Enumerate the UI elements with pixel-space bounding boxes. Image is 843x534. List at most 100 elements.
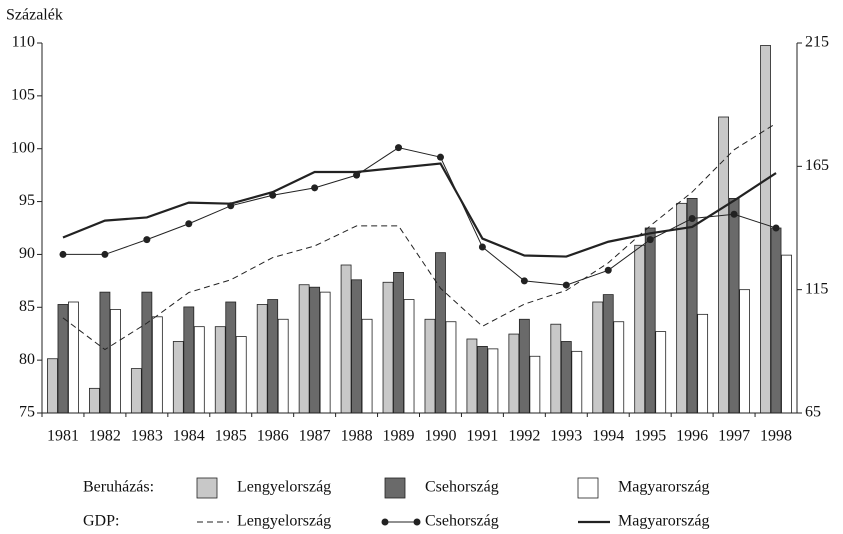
- legend-label: Magyarország: [618, 479, 710, 496]
- gdp-marker: [604, 266, 612, 274]
- legend-group-label: GDP:: [83, 513, 119, 530]
- bar: [193, 326, 205, 414]
- bar: [130, 368, 142, 414]
- bar: [613, 321, 625, 414]
- y2-tick-label: 165: [805, 157, 829, 174]
- bar: [309, 286, 321, 414]
- bar: [697, 313, 709, 414]
- bar: [435, 252, 446, 414]
- x-tick-label: 1992: [508, 428, 540, 445]
- gdp-line: [62, 122, 777, 351]
- legend-label: Magyarország: [618, 513, 710, 530]
- y-tick-label: 85: [19, 298, 35, 315]
- legend-swatch: [196, 477, 218, 499]
- x-tick-label: 1991: [466, 428, 498, 445]
- bar: [319, 291, 331, 414]
- bar: [592, 301, 604, 414]
- gdp-marker: [395, 144, 403, 152]
- gdp-marker: [436, 153, 444, 161]
- gdp-marker: [646, 236, 654, 244]
- bar: [686, 197, 698, 414]
- legend-label: Csehország: [425, 479, 499, 496]
- bar: [728, 197, 740, 414]
- gdp-marker: [59, 250, 67, 258]
- x-tick-label: 1984: [173, 428, 205, 445]
- bar: [403, 299, 415, 414]
- bar: [172, 341, 184, 414]
- gdp-marker: [562, 281, 570, 289]
- bar: [340, 264, 352, 414]
- x-tick-label: 1982: [89, 428, 121, 445]
- bar: [99, 291, 111, 414]
- y-tick-label: 80: [19, 351, 35, 368]
- y-tick-label: 100: [11, 139, 35, 156]
- x-tick-label: 1993: [550, 428, 582, 445]
- gdp-marker: [688, 214, 696, 222]
- bar: [770, 227, 782, 414]
- gdp-marker: [730, 210, 738, 218]
- gdp-line: [62, 162, 777, 258]
- legend-swatch: [577, 477, 599, 499]
- bar: [110, 308, 121, 414]
- bar: [477, 345, 488, 414]
- bar: [655, 331, 667, 414]
- bar: [676, 202, 688, 414]
- gdp-marker: [353, 171, 361, 179]
- bar: [529, 355, 541, 414]
- bar: [267, 299, 279, 414]
- bar: [214, 326, 226, 414]
- x-tick-label: 1987: [299, 428, 331, 445]
- y2-tick-label: 215: [805, 34, 829, 51]
- legend-marker: [381, 518, 389, 526]
- gdp-line: [62, 147, 777, 286]
- bar: [560, 341, 572, 414]
- gdp-marker: [311, 184, 319, 192]
- y-tick-label: 105: [11, 87, 35, 104]
- bar: [141, 291, 153, 414]
- y-tick-label: 95: [19, 192, 35, 209]
- bar: [550, 323, 562, 414]
- bar: [68, 301, 79, 414]
- x-tick-label: 1995: [634, 428, 666, 445]
- gdp-marker: [143, 236, 151, 244]
- bar: [382, 281, 394, 414]
- x-tick-label: 1998: [760, 428, 792, 445]
- gdp-marker: [772, 224, 780, 232]
- legend-swatch: [384, 477, 406, 499]
- bar: [183, 306, 195, 414]
- bar: [644, 227, 656, 414]
- bar: [760, 45, 771, 414]
- bar: [718, 116, 729, 414]
- bar: [235, 336, 247, 414]
- x-tick-label: 1986: [257, 428, 289, 445]
- bar: [466, 338, 478, 414]
- x-tick-label: 1989: [383, 428, 415, 445]
- legend-label: Lengyelország: [237, 479, 331, 496]
- bar: [508, 333, 520, 414]
- gdp-marker: [520, 277, 528, 285]
- gdp-marker: [185, 220, 193, 228]
- legend-group-label: Beruházás:: [83, 479, 154, 496]
- gdp-marker: [478, 243, 486, 251]
- bar: [424, 318, 436, 414]
- legend-label: Lengyelország: [237, 513, 331, 530]
- bar: [571, 350, 583, 414]
- bar: [518, 318, 530, 414]
- x-tick-label: 1981: [47, 428, 79, 445]
- bar: [89, 387, 100, 414]
- bar: [151, 316, 163, 414]
- x-tick-label: 1983: [131, 428, 163, 445]
- legend-marker: [413, 518, 421, 526]
- x-tick-label: 1990: [424, 428, 456, 445]
- y-axis-label: Százalék: [6, 7, 63, 24]
- bar: [487, 348, 499, 414]
- x-tick-label: 1988: [341, 428, 373, 445]
- bar: [445, 321, 457, 414]
- bar: [298, 284, 310, 414]
- bar: [256, 304, 268, 414]
- y-tick-label: 110: [12, 34, 35, 51]
- x-tick-label: 1997: [718, 428, 750, 445]
- bar: [225, 301, 237, 414]
- bar: [739, 289, 750, 414]
